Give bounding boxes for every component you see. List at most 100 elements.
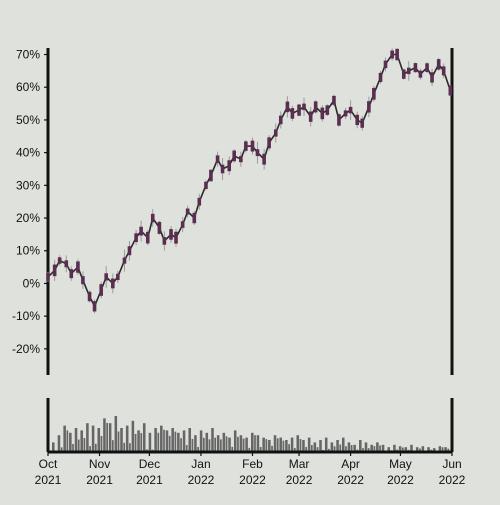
x-tick-label-month: Nov	[89, 457, 110, 471]
volume-bar	[194, 435, 197, 452]
candle-body	[332, 96, 336, 105]
candle-body	[169, 229, 173, 240]
candle-body	[174, 232, 178, 244]
candle-body	[372, 88, 376, 100]
volume-bar	[177, 433, 180, 452]
y-tick-label: 70%	[16, 48, 40, 62]
volume-bar	[86, 423, 89, 452]
candle-body	[297, 105, 301, 116]
y-tick-label: -10%	[12, 309, 40, 323]
volume-bar	[63, 426, 66, 452]
volume-bar	[132, 421, 135, 452]
volume-bar	[243, 439, 245, 452]
candle-body	[99, 284, 103, 296]
volume-bar	[169, 436, 171, 452]
candle-body	[134, 233, 138, 242]
volume-bar	[112, 440, 114, 452]
volume-bar	[103, 418, 106, 452]
y-tick-label: 10%	[16, 244, 40, 258]
volume-bar	[175, 432, 177, 452]
volume-bar	[274, 435, 277, 452]
volume-bar	[300, 439, 302, 452]
volume-bar	[166, 430, 169, 452]
volume-bar	[106, 423, 108, 452]
x-tick-label-month: Feb	[242, 457, 263, 471]
volume-bar	[251, 433, 254, 452]
volume-bar	[118, 431, 120, 452]
candle-body	[251, 141, 255, 152]
candle-body	[449, 85, 453, 95]
volume-bar	[200, 430, 203, 452]
candle-body	[274, 129, 278, 136]
volume-bar	[265, 439, 267, 452]
volume-bar	[97, 428, 100, 452]
volume-bar	[217, 435, 220, 452]
candle-body	[379, 73, 383, 82]
x-tick-label-year: 2022	[286, 473, 313, 487]
candle-body	[437, 59, 441, 69]
volume-bar	[262, 438, 265, 452]
y-tick-label: 60%	[16, 80, 40, 94]
volume-bar	[308, 438, 311, 452]
x-tick-label-year: 2022	[439, 473, 466, 487]
volume-bar	[78, 440, 80, 452]
candle-body	[262, 154, 266, 165]
y-tick-label: -20%	[12, 342, 40, 356]
volume-bar	[254, 435, 256, 452]
x-tick-label-month: May	[389, 457, 412, 471]
candle-body	[326, 105, 330, 115]
candle-body	[209, 170, 213, 182]
volume-bar	[203, 438, 205, 452]
candle-body	[181, 221, 185, 228]
volume-bar	[226, 436, 228, 452]
candle-body	[407, 68, 411, 74]
candle-body	[321, 108, 325, 120]
volume-bar	[277, 438, 279, 452]
candle-body	[93, 301, 97, 311]
candle-body	[244, 141, 248, 150]
volume-bar	[223, 433, 226, 452]
candle-body	[197, 198, 201, 206]
candle-body	[390, 51, 394, 59]
candle-body	[111, 279, 115, 289]
volume-bar	[296, 435, 299, 452]
candle-body	[227, 160, 231, 171]
volume-bar	[69, 433, 72, 452]
candle-body	[53, 265, 57, 277]
volume-bar	[75, 428, 78, 452]
volume-bar	[211, 428, 214, 452]
volume-bar	[66, 430, 68, 452]
volume-bar	[80, 430, 83, 452]
candle-body	[186, 208, 190, 214]
x-tick-label-month: Jan	[191, 457, 210, 471]
x-tick-label-year: 2022	[239, 473, 266, 487]
candle-body	[419, 71, 423, 78]
candle-body	[46, 273, 50, 281]
candle-body	[414, 63, 418, 72]
candle-body	[384, 61, 388, 69]
candle-body	[139, 227, 143, 236]
candle-body	[158, 222, 162, 234]
volume-bar	[154, 428, 157, 452]
candle-body	[239, 156, 243, 162]
candle-body	[104, 273, 108, 280]
volume-bar	[171, 428, 174, 452]
volume-bar	[183, 430, 186, 452]
candle-body	[163, 237, 167, 245]
x-tick-label-month: Apr	[341, 457, 360, 471]
candle-body	[425, 63, 429, 72]
volume-bar	[291, 438, 294, 452]
candle-body	[204, 182, 208, 189]
volume-bar	[283, 441, 285, 452]
candle-body	[256, 149, 260, 156]
candle-body	[221, 165, 225, 174]
volume-bar	[214, 438, 216, 452]
y-tick-label: 0%	[23, 276, 41, 290]
candle-body	[337, 114, 341, 125]
candle-body	[216, 155, 220, 163]
volume-bar	[101, 436, 103, 452]
candle-body	[146, 232, 150, 243]
candle-body	[309, 112, 313, 122]
